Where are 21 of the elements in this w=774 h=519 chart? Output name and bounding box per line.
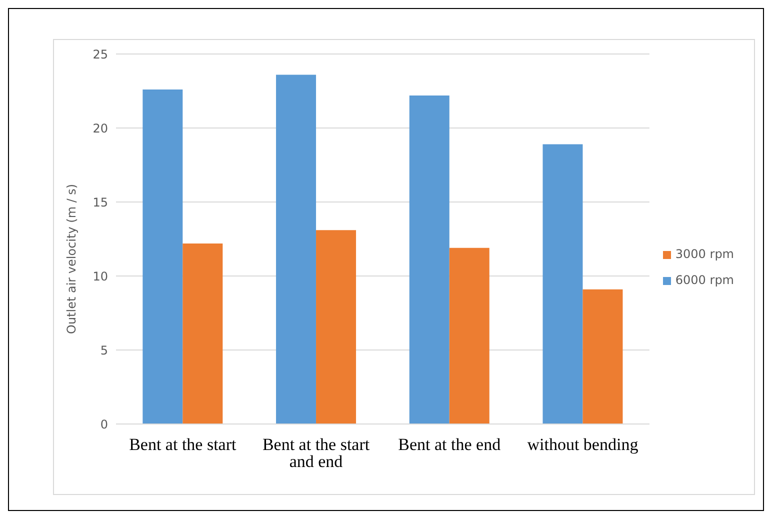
x-tick-label: Bent at the end xyxy=(398,435,502,454)
x-tick-label: Bent at the start xyxy=(129,435,237,454)
legend-label: 3000 rpm xyxy=(675,247,734,261)
y-tick-label: 0 xyxy=(100,417,108,432)
y-tick-label: 15 xyxy=(92,195,108,210)
bar xyxy=(276,74,316,424)
bar xyxy=(316,230,356,424)
x-tick-label: without bending xyxy=(527,435,639,454)
bar xyxy=(582,289,623,424)
bar xyxy=(542,144,583,424)
bar xyxy=(449,248,490,424)
y-tick-label: 10 xyxy=(92,269,108,284)
x-tick-label: Bent at the start and end xyxy=(262,435,370,472)
bar xyxy=(409,95,450,424)
bar xyxy=(142,90,183,424)
y-tick-label: 5 xyxy=(100,343,108,358)
y-axis-title: Outlet air velocity (m / s) xyxy=(64,184,78,334)
y-tick-label: 20 xyxy=(92,121,108,136)
legend-label: 6000 rpm xyxy=(675,273,734,287)
bar xyxy=(182,243,223,424)
y-tick-label: 25 xyxy=(92,47,108,62)
